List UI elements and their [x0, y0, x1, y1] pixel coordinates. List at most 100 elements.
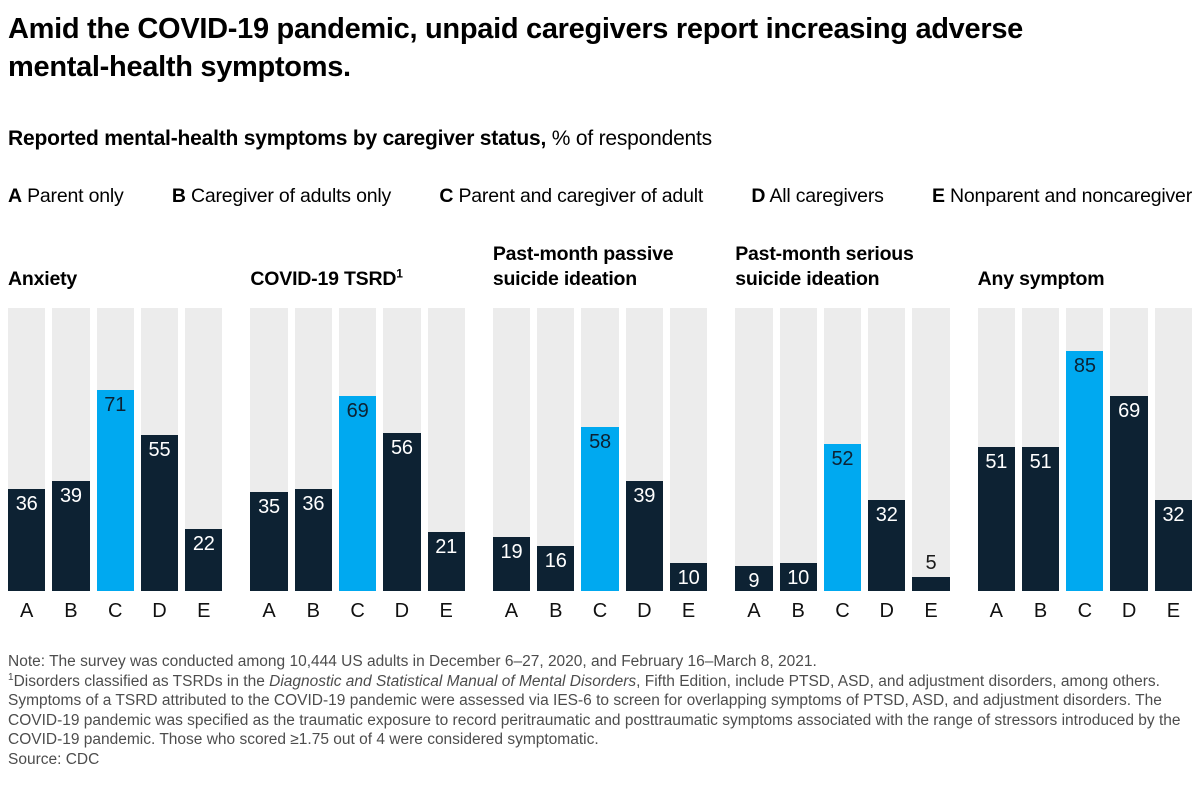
category-axis: A B C D E — [8, 600, 222, 623]
bar-track: 51 — [1021, 308, 1060, 591]
bar-value-label: 52 — [831, 447, 854, 470]
chart-area: Anxiety 36 39 71 55 22 A B C D E COVID-19 TSRD1 35 36… — [8, 239, 1193, 623]
footnote-1: 1Disorders classified as TSRDs in the Di… — [8, 671, 1181, 748]
footnote-marker: 1 — [8, 671, 14, 683]
category-axis: A B C D E — [493, 600, 707, 623]
bar-value-label: 55 — [148, 439, 171, 462]
bar-track: 51 — [977, 308, 1015, 591]
category-label: B — [64, 600, 78, 622]
chart-group: Past-month serious suicide ideation 9 10 52… — [735, 239, 950, 623]
bar: 51 — [1021, 446, 1060, 591]
category-label: C — [1077, 600, 1093, 622]
bar-highlight: 69 — [338, 395, 377, 591]
bar-track: 69 — [338, 308, 377, 591]
bar-track: 85 — [1066, 308, 1104, 591]
chart-bars: 19 16 58 39 10 — [492, 308, 708, 591]
bar: 55 — [140, 435, 179, 591]
bar-value-label: 36 — [15, 493, 38, 516]
bar: 39 — [625, 480, 663, 591]
chart-group-title: Any symptom — [977, 268, 1105, 290]
bar-value-label: 35 — [258, 496, 280, 518]
bar-highlight: 85 — [1066, 350, 1104, 591]
bar-value-label: 39 — [59, 484, 82, 507]
category-label: B — [549, 600, 563, 622]
legend: A Parent only B Caregiver of adults only… — [8, 184, 1192, 208]
bar: 36 — [8, 489, 46, 591]
category-label: B — [306, 600, 320, 622]
bar: 35 — [250, 492, 288, 591]
legend-item-e: E Nonparent and noncaregiver — [932, 184, 1192, 208]
legend-label: All caregivers — [769, 185, 884, 207]
bar: 36 — [294, 489, 332, 591]
category-label: A — [19, 600, 34, 622]
bar-track: 35 — [250, 308, 288, 591]
category-axis: A B C D E — [250, 600, 464, 623]
legend-key: E — [932, 185, 945, 207]
bar-value-label: 10 — [677, 566, 700, 589]
category-label: B — [1033, 600, 1048, 622]
category-label: E — [1166, 600, 1181, 622]
exhibit-title: Amid the COVID-19 pandemic, unpaid careg… — [8, 13, 1023, 83]
legend-label: Caregiver of adults only — [190, 185, 392, 207]
chart-group-title: Past-month serious suicide ideation — [735, 243, 914, 290]
category-axis: A B C D E — [735, 600, 949, 623]
legend-label: Parent only — [27, 185, 124, 207]
bar-value-label: 69 — [1118, 399, 1141, 422]
category-label: E — [681, 600, 696, 622]
legend-key: D — [751, 185, 766, 207]
chart-group: Past-month passive suicide ideation 19 16 5… — [492, 239, 708, 623]
legend-item-a: A Parent only — [8, 184, 124, 208]
bar-value-label: 69 — [346, 399, 369, 422]
bar-value-label: 51 — [985, 450, 1008, 473]
bar-value-label: 85 — [1073, 354, 1096, 377]
legend-item-c: C Parent and caregiver of adult — [439, 184, 703, 208]
chart-group-title: COVID-19 TSRD1 — [250, 266, 403, 291]
footnote-marker: 1 — [396, 266, 403, 281]
bar-value-label: 32 — [1162, 504, 1185, 527]
category-label: D — [1121, 600, 1137, 622]
bar: 10 — [669, 562, 708, 591]
survey-note: Note: The survey was conducted among 10,… — [8, 653, 817, 670]
category-label: C — [835, 600, 850, 622]
category-label: E — [924, 600, 938, 622]
bar-track: 5 — [912, 308, 950, 591]
category-label: C — [592, 600, 608, 622]
legend-label: Parent and caregiver of adult — [458, 185, 704, 207]
category-label: D — [152, 600, 167, 622]
category-label: E — [439, 600, 453, 622]
bar-track: 36 — [8, 308, 46, 591]
bar-value-label: 51 — [1029, 450, 1052, 473]
bar-track: 22 — [185, 308, 223, 591]
bar-track: 71 — [96, 308, 134, 591]
bar: 16 — [537, 545, 575, 591]
bar-track: 55 — [140, 308, 179, 591]
chart-group: COVID-19 TSRD1 35 36 69 56 21 A B C D E — [250, 239, 465, 623]
legend-key: B — [171, 185, 186, 207]
bar-value-label: 21 — [435, 535, 458, 558]
category-label: D — [394, 600, 410, 622]
bar-value-label: 16 — [544, 549, 567, 572]
bar-track: 9 — [735, 308, 773, 592]
bar-track: 21 — [427, 308, 465, 591]
bar-value-label: 19 — [500, 541, 523, 564]
footnote-block: Note: The survey was conducted among 10,… — [8, 652, 1192, 769]
legend-key: A — [8, 185, 22, 207]
footnote-italic-title: Diagnostic and Statistical Manual of Men… — [269, 672, 637, 690]
bar-value-label: 22 — [192, 532, 215, 555]
bar-track: 56 — [383, 308, 421, 591]
bar: 22 — [185, 528, 223, 591]
category-label: A — [989, 600, 1003, 622]
bar-track: 36 — [294, 308, 332, 591]
bar-track: 69 — [1110, 308, 1148, 591]
chart-bars: 35 36 69 56 21 — [250, 308, 465, 591]
category-axis: A B C D E — [978, 600, 1192, 623]
bar-highlight: 52 — [823, 443, 862, 591]
legend-key: C — [439, 185, 454, 207]
bar: 19 — [492, 537, 531, 591]
category-label: A — [504, 600, 519, 622]
bar-track: 58 — [581, 308, 619, 591]
bar: 10 — [779, 562, 817, 591]
legend-item-b: B Caregiver of adults only — [172, 184, 391, 208]
chart-bars: 36 39 71 55 22 — [8, 308, 223, 591]
